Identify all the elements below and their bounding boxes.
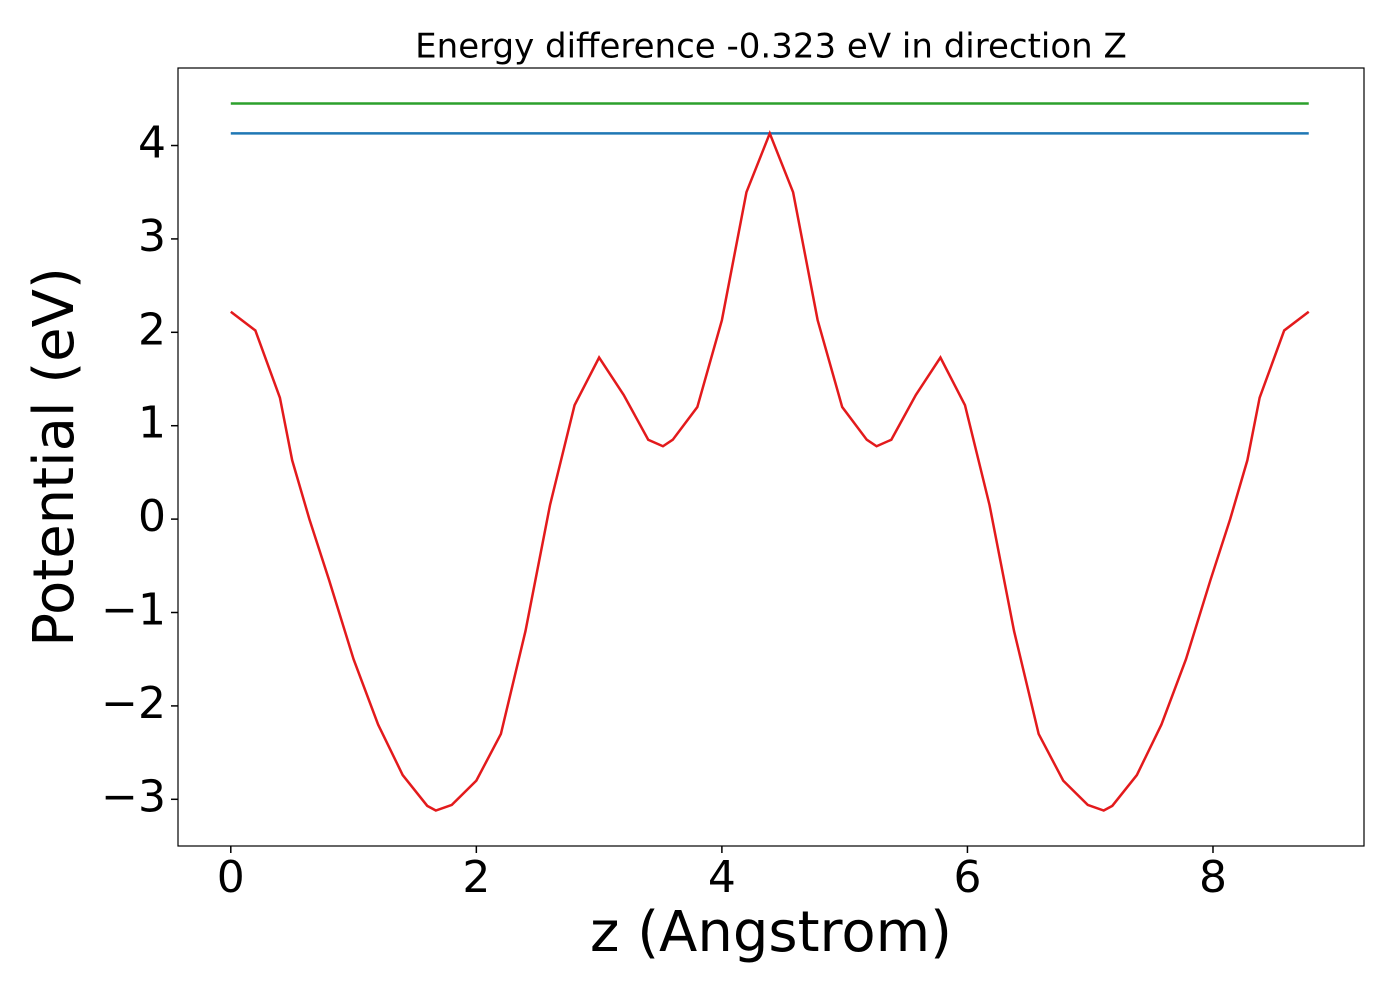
chart-title: Energy difference -0.323 eV in direction… bbox=[415, 27, 1127, 67]
y-tick-label: 2 bbox=[138, 304, 166, 355]
y-tick-label: −1 bbox=[101, 585, 166, 636]
y-tick-label: 3 bbox=[138, 211, 166, 262]
y-tick-label: −3 bbox=[101, 771, 166, 822]
data-line bbox=[230, 129, 1310, 812]
x-tick-label: 8 bbox=[1199, 852, 1227, 903]
y-axis-label: Potential (eV) bbox=[22, 267, 87, 647]
y-tick-label: 0 bbox=[138, 491, 166, 542]
plot-frame bbox=[177, 67, 1365, 847]
x-tick-label: 0 bbox=[217, 852, 245, 903]
x-tick-label: 4 bbox=[708, 852, 736, 903]
y-tick-label: 1 bbox=[138, 398, 166, 449]
y-tick-label: −2 bbox=[101, 678, 166, 729]
x-tick-label: 6 bbox=[953, 852, 981, 903]
y-tick-label: 4 bbox=[138, 118, 166, 169]
x-axis-label: z (Angstrom) bbox=[590, 900, 952, 965]
x-tick-label: 2 bbox=[462, 852, 490, 903]
